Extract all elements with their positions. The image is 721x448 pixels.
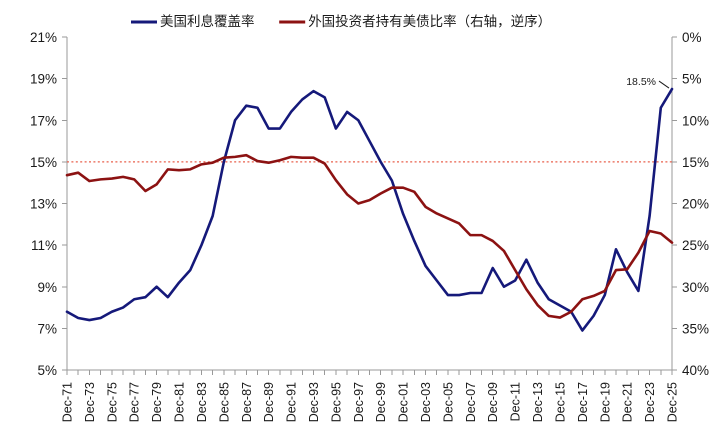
x-axis-tick-label: Dec-81 (173, 382, 187, 422)
x-axis-tick-label: Dec-03 (419, 382, 433, 422)
x-axis-tick-label: Dec-97 (352, 382, 366, 422)
x-axis: Dec-71 Dec-73 Dec-75 Dec-77 Dec-79 Dec-81 Dec-… (61, 369, 680, 422)
left-axis-tick-label: 19% (30, 72, 57, 87)
series-line-interest-coverage (65, 87, 674, 332)
x-axis-tick-label: Dec-01 (397, 382, 411, 422)
x-axis-tick-label: Dec-73 (83, 382, 97, 422)
x-axis-tick-label: Dec-71 (61, 382, 75, 422)
right-axis-tick-label: 35% (682, 321, 709, 336)
right-axis-tick-label: 20% (682, 197, 709, 212)
x-axis-tick-label: Dec-75 (105, 382, 119, 422)
right-axis-tick-label: 25% (682, 238, 709, 253)
x-axis-tick-label: Dec-13 (531, 382, 545, 422)
x-axis-tick-label: Dec-21 (621, 382, 635, 422)
x-axis-tick-label: Dec-83 (195, 382, 209, 422)
right-axis-tick-label: 15% (682, 155, 709, 170)
legend-label-interest-coverage: 美国利息覆盖率 (160, 13, 255, 29)
x-axis-tick-label: Dec-25 (666, 382, 680, 422)
x-axis-tick-label: Dec-15 (553, 382, 567, 422)
left-axis-tick-label: 7% (37, 321, 57, 336)
left-axis: 21% 19% 17% 15% 13% 11% 9% 7% 5% (30, 30, 68, 378)
x-axis-tick-label: Dec-93 (307, 382, 321, 422)
annotation-label-18-5-percent: 18.5% (626, 76, 656, 88)
left-axis-tick-label: 5% (37, 363, 57, 378)
x-axis-tick-label: Dec-17 (576, 382, 590, 422)
left-axis-tick-label: 17% (30, 113, 57, 128)
annotation-leader-line (658, 80, 670, 89)
x-axis-tick-label: Dec-89 (262, 382, 276, 422)
end-point-annotation: 18.5% (626, 76, 670, 89)
left-axis-tick-label: 15% (30, 155, 57, 170)
x-axis-tick-label: Dec-95 (329, 382, 343, 422)
x-axis-tick-label: Dec-07 (464, 382, 478, 422)
legend-label-foreign-holdings: 外国投资者持有美债比率（右轴，逆序） (308, 13, 551, 29)
right-axis-tick-label: 40% (682, 363, 709, 378)
x-axis-tick-label: Dec-19 (598, 382, 612, 422)
x-axis-tick-label: Dec-23 (643, 382, 657, 422)
left-axis-tick-label: 13% (30, 197, 57, 212)
legend: 美国利息覆盖率 外国投资者持有美债比率（右轴，逆序） (131, 13, 551, 29)
x-axis-tick-label: Dec-05 (441, 382, 455, 422)
left-axis-tick-label: 11% (31, 238, 57, 253)
right-axis-tick-label: 5% (682, 72, 702, 87)
left-axis-tick-label: 21% (30, 30, 57, 45)
x-axis-tick-label: Dec-09 (486, 382, 500, 422)
x-axis-tick-label: Dec-79 (150, 382, 164, 422)
right-axis-tick-label: 0% (682, 30, 702, 45)
left-axis-tick-label: 9% (37, 280, 57, 295)
x-axis-tick-label: Dec-77 (128, 382, 142, 422)
x-axis-tick-label: Dec-99 (374, 382, 388, 422)
right-axis-tick-label: 30% (682, 280, 709, 295)
right-axis: 0% 5% 10% 15% 20% 25% 30% 35% 40% (671, 30, 709, 378)
x-axis-tick-label: Dec-87 (240, 382, 254, 422)
right-axis-tick-label: 10% (682, 113, 709, 128)
x-axis-tick-label: Dec-11 (509, 382, 523, 421)
x-axis-tick-label: Dec-91 (285, 382, 299, 422)
series-line-foreign-holdings (65, 153, 674, 319)
x-axis-tick-label: Dec-85 (217, 382, 231, 422)
